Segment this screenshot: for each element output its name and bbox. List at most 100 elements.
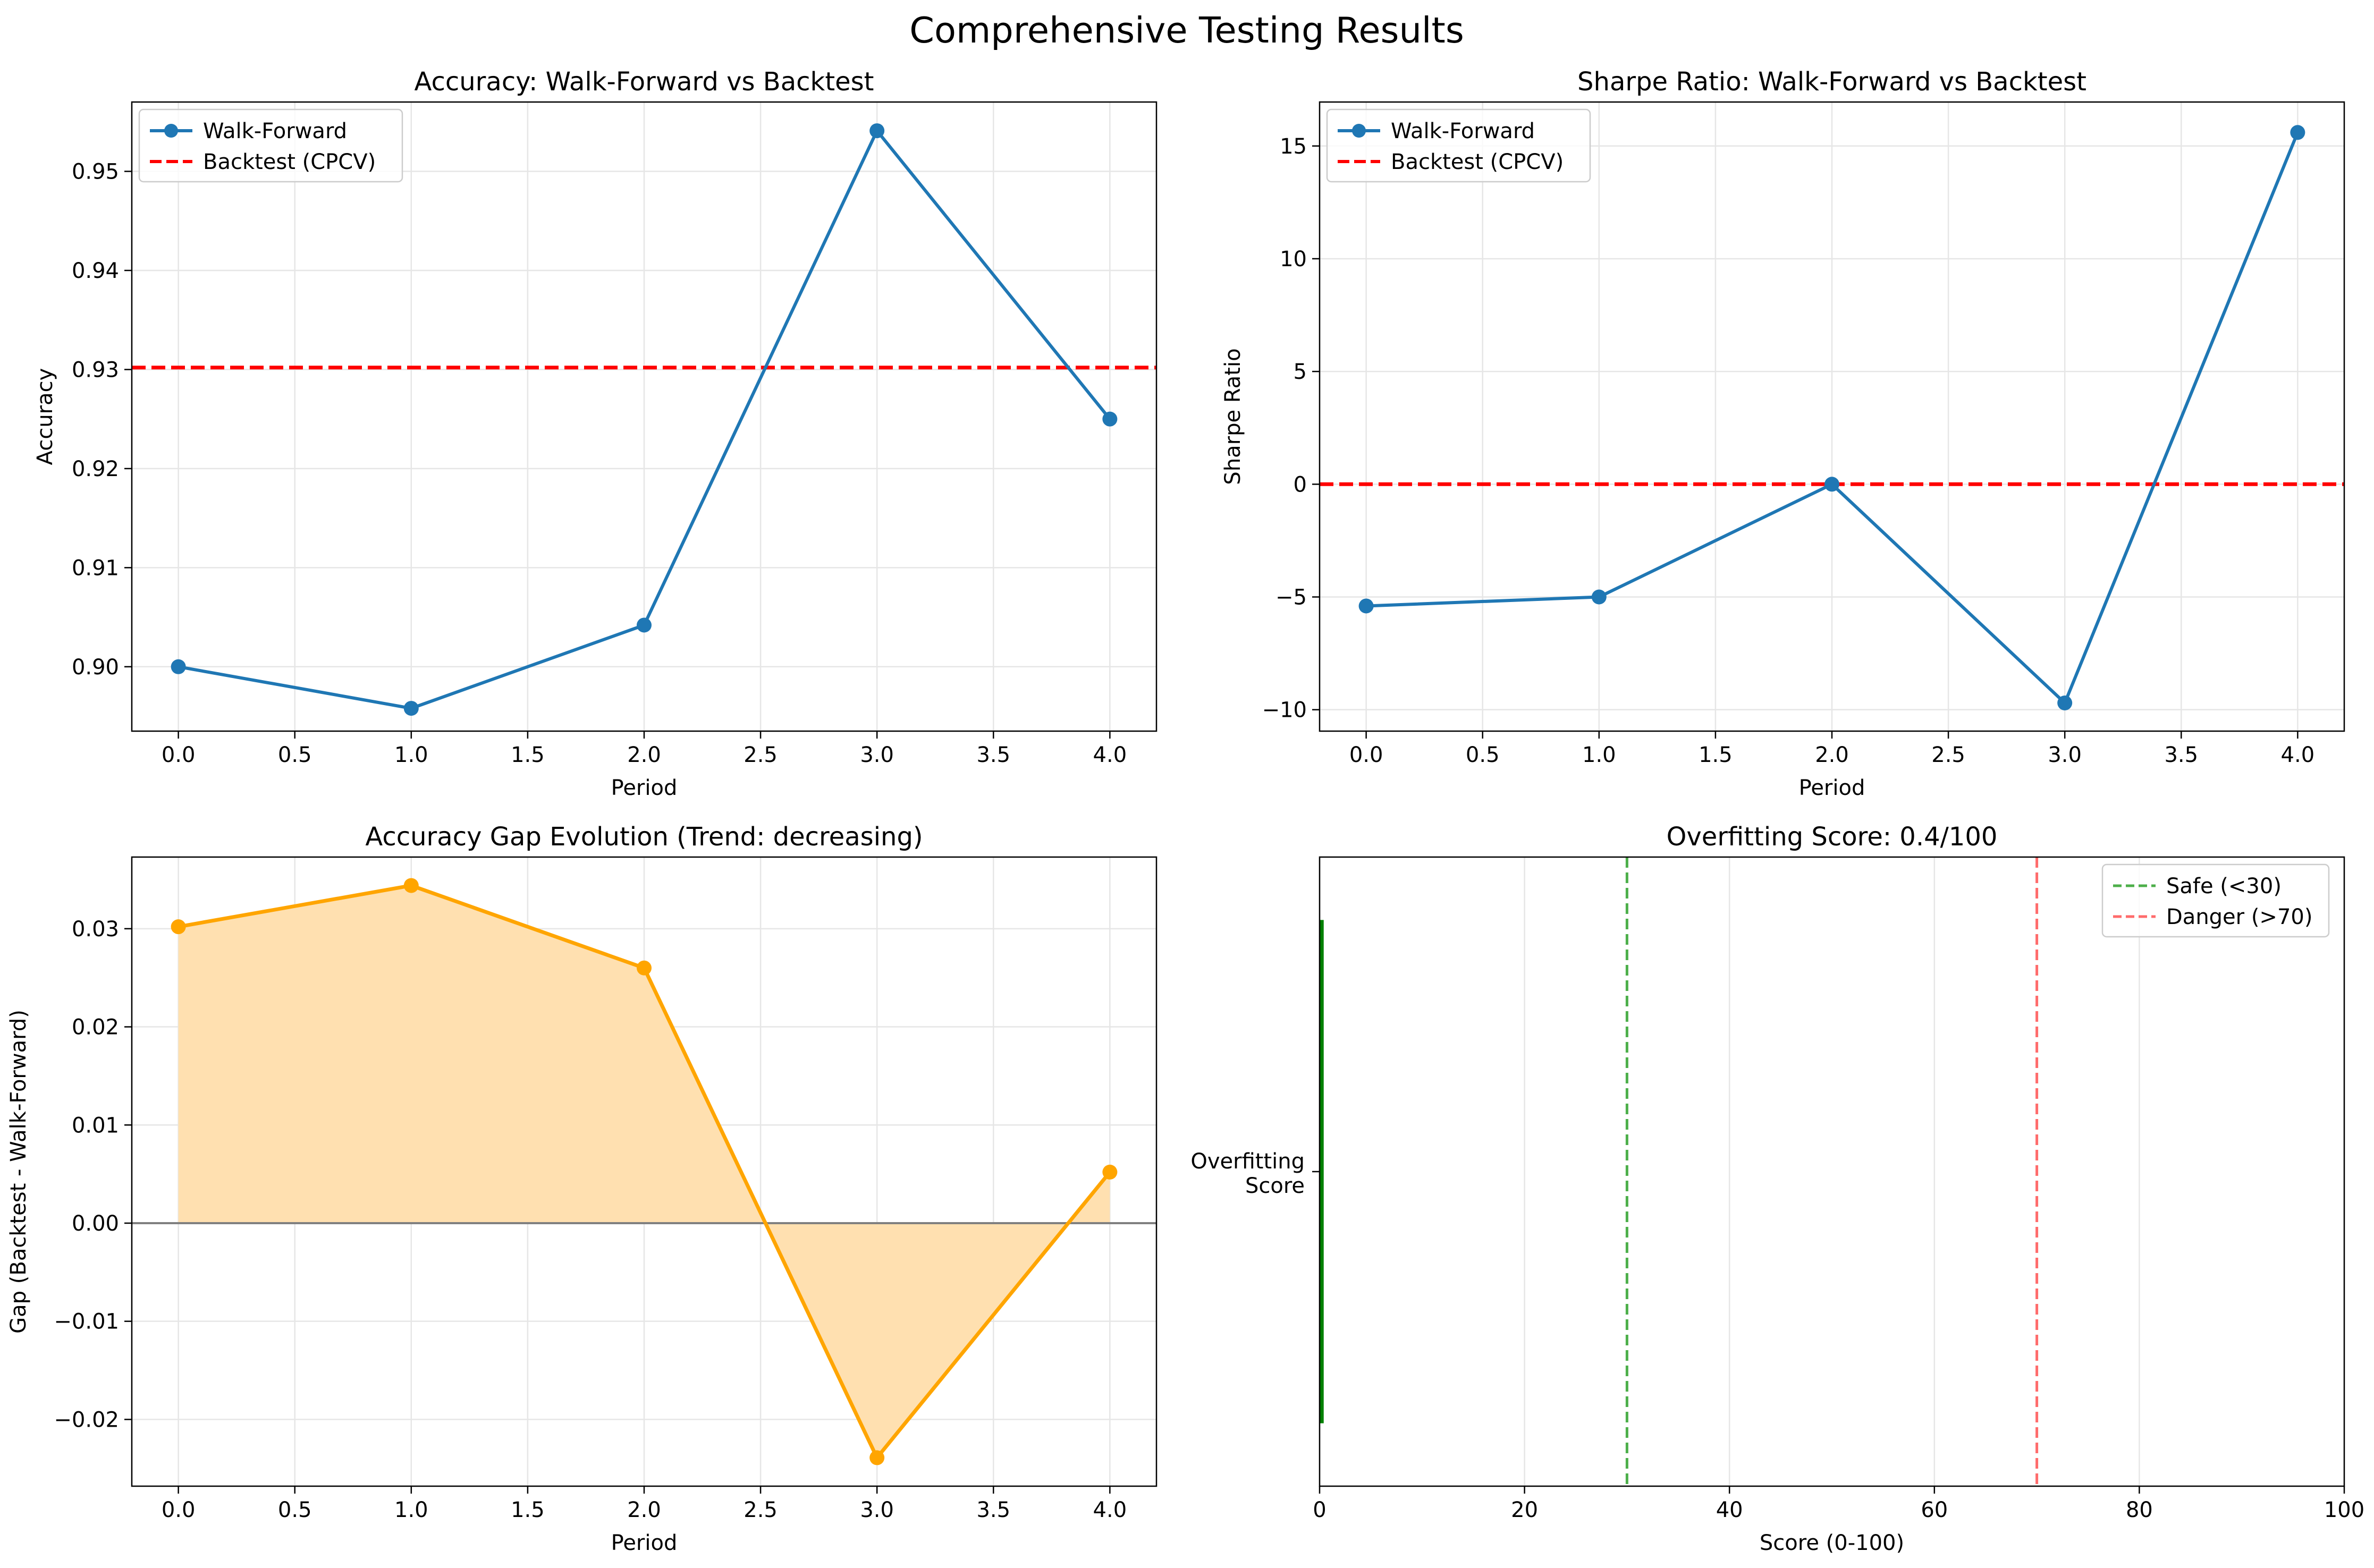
accuracy-walkforward-point <box>869 123 885 139</box>
accuracy-walkforward-point <box>637 617 652 633</box>
gap-gap-point <box>869 1450 885 1465</box>
gap-panel: 0.0 0.5 1.0 1.5 2.0 2.5 3.0 3.5 4.0 −0.02 −0.01 0.0… <box>6 822 1158 1555</box>
sharpe-legend-label: Backtest (CPCV) <box>1391 150 1564 174</box>
accuracy-xtick-label: 4.0 <box>1093 743 1127 767</box>
sharpe-walkforward-point <box>1824 477 1839 492</box>
sharpe-legend: Walk-Forward Backtest (CPCV) <box>1326 108 1591 183</box>
gap-xtick-label: 0.0 <box>162 1498 196 1522</box>
figure-title: Comprehensive Testing Results <box>909 10 1464 51</box>
gap-ytick-label: 0.03 <box>72 917 119 942</box>
gap-ytick-label: −0.01 <box>54 1310 119 1334</box>
sharpe-xtick-label: 1.0 <box>1582 743 1616 767</box>
gap-xtick-label: 3.0 <box>860 1498 894 1522</box>
sharpe-xtick-label: 3.0 <box>2048 743 2082 767</box>
accuracy-ytick-label: 0.90 <box>72 655 119 680</box>
accuracy-legend: Walk-Forward Backtest (CPCV) <box>138 108 403 183</box>
gap-xtick-label: 4.0 <box>1093 1498 1127 1522</box>
accuracy-walkforward-point <box>1102 411 1118 427</box>
gap-frame <box>131 856 1158 1487</box>
accuracy-legend-label: Backtest (CPCV) <box>203 150 376 174</box>
sharpe-xtick-label: 1.5 <box>1699 743 1733 767</box>
sharpe-title: Sharpe Ratio: Walk-Forward vs Backtest <box>1577 67 2086 97</box>
score-legend-box <box>2101 863 2330 938</box>
score-bar <box>1320 920 1324 1423</box>
sharpe-ytick-label: 10 <box>1280 247 1307 272</box>
score-frame <box>1319 856 2345 1487</box>
accuracy-ytick-label: 0.94 <box>72 259 119 283</box>
accuracy-legend-box <box>138 108 403 183</box>
accuracy-frame <box>131 101 1158 732</box>
sharpe-xtick-label: 0.0 <box>1349 743 1383 767</box>
gap-xtick-label: 1.5 <box>511 1498 545 1522</box>
gap-xtick-label: 1.0 <box>394 1498 428 1522</box>
accuracy-panel: 0.0 0.5 1.0 1.5 2.0 2.5 3.0 3.5 4.0 0.90 0.91 0.92 0… <box>33 67 1158 800</box>
sharpe-ytick-label: 5 <box>1294 360 1307 384</box>
gap-title: Accuracy Gap Evolution (Trend: decreasin… <box>365 822 923 852</box>
gap-xlabel: Period <box>611 1531 678 1555</box>
score-xlabel: Score (0-100) <box>1760 1531 1904 1555</box>
gap-xtick-label: 2.0 <box>627 1498 661 1522</box>
sharpe-plot <box>1320 125 2344 710</box>
score-title: Overfitting Score: 0.4/100 <box>1667 822 1998 852</box>
accuracy-xlabel: Period <box>611 776 678 800</box>
sharpe-ylabel: Sharpe Ratio <box>1221 348 1245 485</box>
gap-gap-point <box>171 919 186 935</box>
score-xtick-label: 40 <box>1716 1498 1743 1522</box>
accuracy-xtick-label: 0.0 <box>162 743 196 767</box>
accuracy-legend-label: Walk-Forward <box>203 119 347 143</box>
accuracy-xtick-label: 3.0 <box>860 743 894 767</box>
accuracy-xtick-label: 3.5 <box>976 743 1010 767</box>
sharpe-walkforward-point <box>2290 125 2305 140</box>
accuracy-xtick-label: 2.5 <box>744 743 778 767</box>
sharpe-frame <box>1319 101 2345 732</box>
gap-ylabel: Gap (Backtest - Walk-Forward) <box>6 1010 31 1334</box>
sharpe-ytick-label: 0 <box>1294 472 1307 497</box>
score-legend-label: Safe (<30) <box>2166 874 2282 899</box>
sharpe-panel: 0.0 0.5 1.0 1.5 2.0 2.5 3.0 3.5 4.0 −10 −5 0 5 10 15 Sh… <box>1221 67 2345 800</box>
score-xtick-label: 0 <box>1313 1498 1326 1522</box>
sharpe-xtick-label: 3.5 <box>2164 743 2198 767</box>
gap-xtick-label: 0.5 <box>278 1498 312 1522</box>
accuracy-xtick-label: 2.0 <box>627 743 661 767</box>
sharpe-xtick-label: 4.0 <box>2281 743 2315 767</box>
score-xtick-label: 80 <box>2126 1498 2153 1522</box>
accuracy-plot <box>132 123 1156 716</box>
gap-ytick-label: 0.02 <box>72 1015 119 1040</box>
gap-gap-point <box>1102 1164 1118 1180</box>
accuracy-legend-marker <box>164 124 178 138</box>
accuracy-title: Accuracy: Walk-Forward vs Backtest <box>414 67 874 97</box>
sharpe-walkforward-point <box>1358 598 1374 614</box>
sharpe-xtick-label: 2.0 <box>1815 743 1849 767</box>
score-legend: Safe (<30) Danger (>70) <box>2101 863 2330 938</box>
accuracy-walkforward-point <box>403 701 419 716</box>
score-xtick-label: 20 <box>1511 1498 1538 1522</box>
sharpe-xtick-label: 0.5 <box>1466 743 1500 767</box>
score-legend-label: Danger (>70) <box>2166 905 2312 929</box>
sharpe-xlabel: Period <box>1799 776 1865 800</box>
sharpe-legend-box <box>1326 108 1591 183</box>
score-panel: 0 20 40 60 80 100 Overfitting Score: 0.4/100 Sc… <box>1190 822 2364 1555</box>
gap-xtick-label: 3.5 <box>976 1498 1010 1522</box>
sharpe-legend-label: Walk-Forward <box>1391 119 1535 143</box>
accuracy-xtick-label: 0.5 <box>278 743 312 767</box>
sharpe-walkforward-point <box>1591 589 1607 605</box>
sharpe-xtick-label: 2.5 <box>1931 743 1965 767</box>
accuracy-ytick-label: 0.93 <box>72 358 119 382</box>
gap-gap-point <box>403 878 419 893</box>
gap-gap-point <box>637 960 652 976</box>
accuracy-xtick-label: 1.5 <box>511 743 545 767</box>
accuracy-grid <box>132 102 1156 731</box>
sharpe-walkforward-point <box>2057 695 2073 710</box>
gap-ytick-label: −0.02 <box>54 1408 119 1432</box>
accuracy-ylabel: Accuracy <box>33 368 57 465</box>
gap-area-fill <box>178 885 1110 1458</box>
gap-ytick-label: 0.00 <box>72 1211 119 1236</box>
score-xtick-label: 60 <box>1921 1498 1948 1522</box>
sharpe-ytick-label: −10 <box>1262 698 1307 723</box>
sharpe-ytick-label: 15 <box>1280 134 1307 159</box>
gap-ytick-label: 0.01 <box>72 1113 119 1138</box>
gap-xtick-label: 2.5 <box>744 1498 778 1522</box>
accuracy-ytick-label: 0.91 <box>72 556 119 580</box>
sharpe-legend-marker <box>1352 124 1366 138</box>
